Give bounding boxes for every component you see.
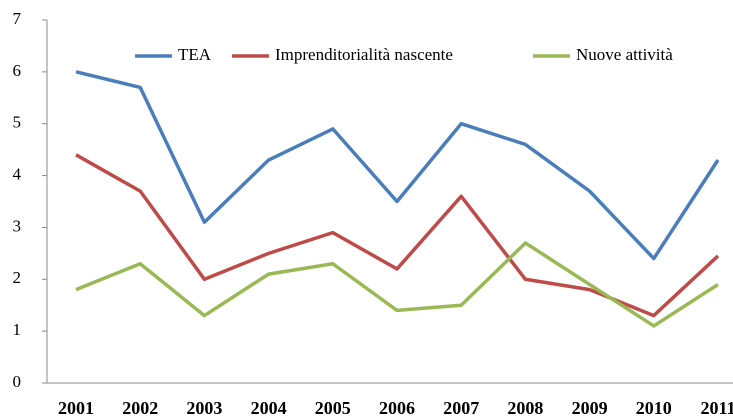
legend-label: TEA — [178, 45, 212, 64]
x-tick-label: 2011 — [700, 398, 733, 417]
y-tick-label: 4 — [13, 164, 22, 183]
x-tick-label: 2009 — [572, 398, 608, 417]
y-tick-label: 3 — [13, 216, 22, 235]
x-tick-label: 2001 — [58, 398, 94, 417]
y-tick-label: 6 — [13, 61, 22, 80]
series-line — [75, 241, 719, 328]
x-tick-label: 2004 — [251, 398, 287, 417]
y-tick-label: 7 — [13, 9, 22, 28]
x-tick-label: 2008 — [507, 398, 543, 417]
y-tick-label: 2 — [13, 268, 22, 287]
x-tick-label: 2005 — [315, 398, 351, 417]
legend-label: Imprenditorialità nascente — [275, 45, 453, 64]
y-tick-label: 1 — [13, 320, 22, 339]
legend-label: Nuove attività — [576, 45, 673, 64]
y-tick-label: 0 — [13, 372, 22, 391]
x-tick-label: 2003 — [186, 398, 222, 417]
x-tick-label: 2006 — [379, 398, 415, 417]
x-tick-label: 2007 — [443, 398, 479, 417]
series-line — [75, 70, 720, 261]
x-tick-label: 2002 — [122, 398, 158, 417]
y-tick-label: 5 — [13, 113, 22, 132]
x-tick-label: 2010 — [636, 398, 672, 417]
